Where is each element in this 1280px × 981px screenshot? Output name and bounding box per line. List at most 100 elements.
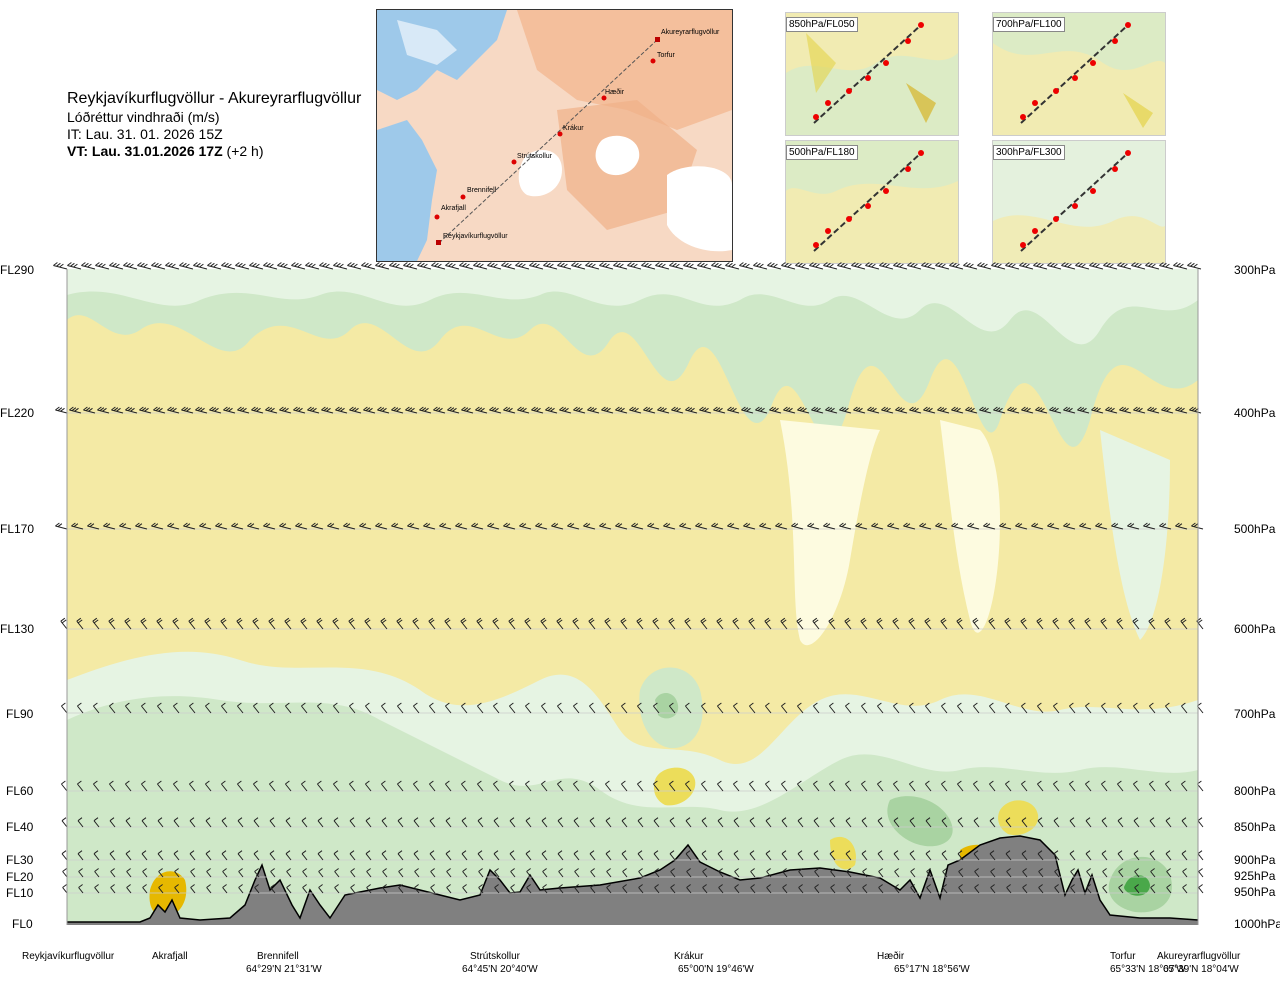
wind-barb xyxy=(654,884,660,894)
wind-barb xyxy=(797,817,804,828)
wind-barb xyxy=(588,617,596,630)
wind-barb xyxy=(172,617,180,630)
wind-barb xyxy=(974,884,980,894)
wind-barb xyxy=(473,262,488,270)
waypoint-strutskollur: Strútskollur xyxy=(470,951,521,962)
wind-barb xyxy=(725,262,740,270)
mini-map-300[interactable]: 300hPa/FL300 xyxy=(992,140,1166,264)
wind-barb xyxy=(1189,406,1202,414)
wind-barb xyxy=(798,884,804,894)
valid-time-offset: (+2 h) xyxy=(226,143,264,159)
wind-barb xyxy=(1020,617,1028,630)
wind-barb xyxy=(791,522,804,530)
wind-barb xyxy=(1164,617,1172,630)
wind-barb xyxy=(924,617,932,630)
waypoint-strutskollur-coord: 64°45'N 20°40'W xyxy=(462,964,538,975)
wind-barb xyxy=(221,780,228,792)
wind-barb xyxy=(263,522,276,530)
wind-barb xyxy=(110,884,116,894)
wind-barb xyxy=(733,850,740,861)
wind-barb xyxy=(446,884,452,894)
waypoint-krakur: Krákur xyxy=(674,951,704,962)
wind-barb xyxy=(1133,406,1146,414)
wind-barb xyxy=(1038,884,1044,894)
wind-barb xyxy=(957,817,964,828)
wind-barb xyxy=(397,780,404,792)
wind-barb xyxy=(1182,884,1188,894)
wind-barb xyxy=(925,702,932,714)
wind-barb xyxy=(494,884,500,894)
wind-barb xyxy=(430,868,436,878)
wind-barb xyxy=(542,868,548,878)
wind-barb xyxy=(284,617,292,630)
mini-map-700[interactable]: 700hPa/FL100 xyxy=(992,12,1166,136)
wind-barb xyxy=(999,522,1012,530)
waypoint-akureyri: Akureyrarflugvöllur xyxy=(1157,951,1241,962)
wind-barb xyxy=(380,617,388,630)
wind-barb xyxy=(1038,868,1044,878)
wind-barb xyxy=(1133,817,1140,828)
wind-barb xyxy=(503,406,516,414)
wind-barb xyxy=(269,702,276,714)
wind-barb xyxy=(1119,406,1132,414)
wind-barb xyxy=(589,702,596,714)
p-label-950: 950hPa xyxy=(1234,885,1276,899)
wind-barb xyxy=(766,868,772,878)
wind-barb xyxy=(477,780,484,792)
wind-barb xyxy=(669,817,676,828)
wind-barb xyxy=(1069,780,1076,792)
wind-barb xyxy=(189,702,196,714)
mini-map-500[interactable]: 500hPa/FL180 xyxy=(785,140,959,264)
wind-barb xyxy=(215,522,228,530)
vertical-wind-field xyxy=(67,269,1198,925)
wind-barb xyxy=(1117,850,1124,861)
wind-barb xyxy=(1086,884,1092,894)
map-label-torfur: Torfur xyxy=(657,52,675,59)
wind-barb xyxy=(207,262,222,270)
wind-barb xyxy=(717,780,724,792)
wind-barb xyxy=(893,850,900,861)
route-map[interactable]: Akureyrarflugvöllur Torfur Hæðir Krákur … xyxy=(376,9,733,262)
wind-barb xyxy=(78,884,84,894)
wind-barb xyxy=(141,702,148,714)
wind-barb xyxy=(957,702,964,714)
wind-barb xyxy=(204,617,212,630)
wind-barb xyxy=(845,850,852,861)
wind-barb xyxy=(61,817,68,828)
wind-barb xyxy=(1181,850,1188,861)
wind-barb xyxy=(61,780,68,792)
wind-barb xyxy=(78,868,84,878)
wind-barb xyxy=(1019,262,1034,270)
p-label-300: 300hPa xyxy=(1234,263,1276,277)
wind-barb xyxy=(350,884,356,894)
wind-barb xyxy=(238,884,244,894)
wind-barb xyxy=(991,262,1006,270)
wind-barb xyxy=(957,780,964,792)
wind-barb xyxy=(683,262,698,270)
wind-barb xyxy=(1021,850,1028,861)
wind-barb xyxy=(1054,868,1060,878)
wind-barb xyxy=(381,702,388,714)
wind-barb xyxy=(503,522,516,530)
wind-barb xyxy=(700,617,708,630)
wind-barb xyxy=(301,702,308,714)
wind-barb xyxy=(604,617,612,630)
wind-barb xyxy=(125,406,138,414)
wind-barb xyxy=(87,522,100,530)
map-label-akureyri: Akureyrarflugvöllur xyxy=(661,29,720,36)
wind-barb xyxy=(94,868,100,878)
wind-barb xyxy=(1117,817,1124,828)
wind-barb xyxy=(429,850,436,861)
wind-barb xyxy=(559,406,572,414)
mini-map-850[interactable]: 850hPa/FL050 xyxy=(785,12,959,136)
wind-barb xyxy=(431,262,446,270)
wind-barb xyxy=(526,868,532,878)
p-label-850: 850hPa xyxy=(1234,820,1276,834)
wind-barb xyxy=(1181,702,1188,714)
wind-barb xyxy=(77,817,84,828)
wind-barb xyxy=(253,850,260,861)
wind-barb xyxy=(557,780,564,792)
wind-barb xyxy=(765,780,772,792)
wind-barb xyxy=(311,522,324,530)
wind-barb xyxy=(1131,262,1146,270)
